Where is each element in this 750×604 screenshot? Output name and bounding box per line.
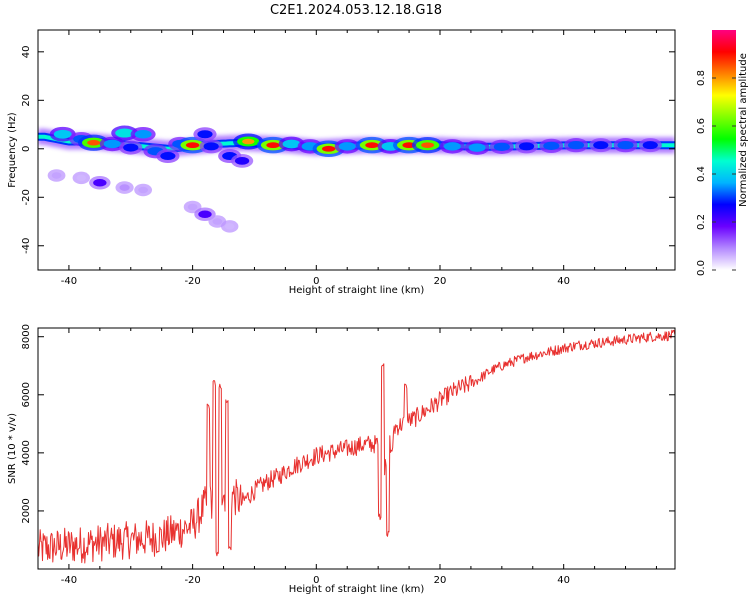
spectrogram-blob — [282, 139, 301, 149]
spectrogram-blob — [160, 152, 176, 161]
spectrogram-blob — [138, 186, 149, 194]
spectrogram-x-tick-label: -20 — [184, 276, 200, 287]
snr-x-axis-label: Height of straight line (km) — [289, 584, 425, 595]
spectrogram-blob — [493, 142, 510, 151]
colorbar-ticks: 0.0 0.2 0.4 0.6 0.8 — [696, 70, 736, 276]
spectrogram-x-tick-label: 0 — [313, 276, 319, 287]
spectrogram-blob-peak — [322, 145, 336, 152]
spectrogram-blob — [51, 172, 62, 179]
snr-series-line — [38, 329, 675, 564]
snr-y-tick-label: 2000 — [21, 498, 32, 523]
spectrogram-y-tick-label: -40 — [21, 238, 32, 254]
spectrogram-blob — [212, 218, 223, 225]
snr-y-tick-label: 8000 — [21, 324, 32, 349]
figure-title: C2E1.2024.053.12.18.G18 — [270, 3, 442, 18]
spectrogram-blob-peak — [87, 139, 101, 146]
spectrogram-blob — [234, 157, 250, 165]
snr-x-tick-label: 20 — [434, 575, 447, 586]
snr-x-tick-label: 0 — [313, 575, 319, 586]
spectrogram-x-tick-label: -40 — [61, 276, 77, 287]
colorbar-tick-label: 0.0 — [696, 260, 707, 276]
spectrogram-blob-peak — [266, 142, 280, 149]
spectrogram-blob — [53, 129, 72, 139]
spectrogram-blob — [468, 143, 486, 152]
colorbar: 0.0 0.2 0.4 0.6 0.8 Normalized spectral ampl… — [696, 30, 749, 276]
spectrogram-blob — [119, 184, 130, 191]
spectrogram-blob — [642, 141, 658, 150]
spectrogram-blob — [593, 141, 609, 150]
snr-y-axis-label: SNR (10 * v/v) — [7, 413, 18, 484]
snr-ticks: -40 -20 0 20 40 2000 4000 6000 8000 — [21, 324, 675, 586]
spectrogram-y-tick-label: 0 — [21, 146, 32, 152]
spectrogram-blob — [103, 139, 121, 149]
colorbar-gradient — [712, 30, 736, 270]
colorbar-tick-label: 0.4 — [696, 166, 707, 182]
snr-frame — [37, 327, 676, 570]
spectrogram-x-tick-label: 40 — [557, 276, 570, 287]
spectrogram-blob-peak — [421, 142, 435, 148]
spectrogram-frame — [37, 29, 676, 271]
colorbar-label: Normalized spectral amplitude — [738, 53, 749, 207]
colorbar-tick-label: 0.2 — [696, 214, 707, 230]
spectrogram-blob-peak — [242, 138, 255, 145]
snr-x-tick-label: -40 — [61, 575, 77, 586]
snr-panel: -40 -20 0 20 40 2000 4000 6000 8000 Height of st… — [7, 324, 676, 595]
spectrogram-ticks: -40 -20 0 20 40 -40 -20 0 20 40 — [21, 30, 675, 287]
snr-x-tick-label: -20 — [184, 575, 200, 586]
spectrogram-y-axis-label: Frequency (Hz) — [7, 112, 18, 188]
snr-x-tick-label: 40 — [557, 575, 570, 586]
spectrogram-x-tick-label: 20 — [434, 276, 447, 287]
spectrogram-blob — [203, 142, 219, 151]
spectrogram-blob — [224, 223, 235, 230]
colorbar-tick-label: 0.6 — [696, 118, 707, 134]
spectrogram-blob — [197, 130, 213, 139]
snr-y-tick-label: 4000 — [21, 440, 32, 465]
spectrogram-y-tick-label: 40 — [21, 45, 32, 58]
spectrogram-blob — [123, 143, 139, 152]
spectrogram-y-tick-label: 20 — [21, 94, 32, 107]
spectrogram-panel: -40 -20 0 20 40 -40 -20 0 20 40 Height of straigh… — [7, 29, 676, 296]
spectrogram-y-tick-label: -20 — [21, 189, 32, 205]
spectrogram-blob — [115, 128, 134, 138]
spectrogram-blob — [338, 142, 356, 151]
snr-y-tick-label: 6000 — [21, 382, 32, 407]
spectrogram-blob — [187, 203, 198, 211]
spectrogram-blob — [93, 178, 107, 187]
spectrogram-heatmap — [38, 125, 675, 233]
spectrogram-blob-peak — [365, 142, 379, 149]
colorbar-tick-label: 0.8 — [696, 70, 707, 86]
spectrogram-blob — [567, 141, 585, 150]
spectrogram-blob — [518, 142, 535, 151]
spectrogram-x-axis-label: Height of straight line (km) — [289, 285, 425, 296]
spectrogram-blob — [134, 129, 152, 139]
spectrogram-blob — [198, 210, 212, 218]
spectrogram-blob — [617, 141, 634, 150]
spectrogram-blob — [543, 141, 560, 151]
spectrogram-blob-peak — [185, 142, 200, 149]
spectrogram-blob — [76, 174, 87, 182]
spectrogram-blob — [443, 142, 461, 151]
